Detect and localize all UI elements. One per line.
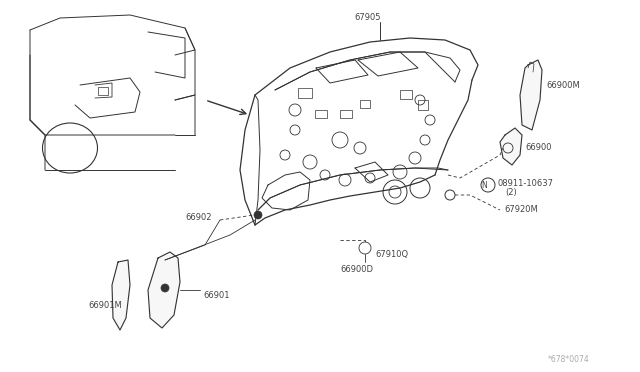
Text: *678*0074: *678*0074 <box>548 356 589 365</box>
Bar <box>418 100 428 110</box>
Bar <box>360 100 370 108</box>
Text: 66901: 66901 <box>203 291 230 299</box>
Bar <box>298 88 312 98</box>
Circle shape <box>161 284 169 292</box>
Text: 66900M: 66900M <box>546 80 580 90</box>
Text: 67905: 67905 <box>354 13 381 22</box>
Text: 67910Q: 67910Q <box>375 250 408 260</box>
Polygon shape <box>112 260 130 330</box>
Text: 66900D: 66900D <box>340 266 373 275</box>
Bar <box>340 110 352 118</box>
Text: 66902: 66902 <box>185 214 211 222</box>
Bar <box>315 110 327 118</box>
Bar <box>400 90 412 99</box>
Text: N: N <box>481 180 487 189</box>
Circle shape <box>254 211 262 219</box>
Polygon shape <box>148 252 180 328</box>
Bar <box>98 87 108 95</box>
Text: 66901M: 66901M <box>88 301 122 310</box>
Text: (2): (2) <box>505 189 516 198</box>
Text: 08911-10637: 08911-10637 <box>497 179 553 187</box>
Polygon shape <box>520 60 542 130</box>
Polygon shape <box>500 128 522 165</box>
Text: 67920M: 67920M <box>504 205 538 215</box>
Text: 66900: 66900 <box>525 144 552 153</box>
